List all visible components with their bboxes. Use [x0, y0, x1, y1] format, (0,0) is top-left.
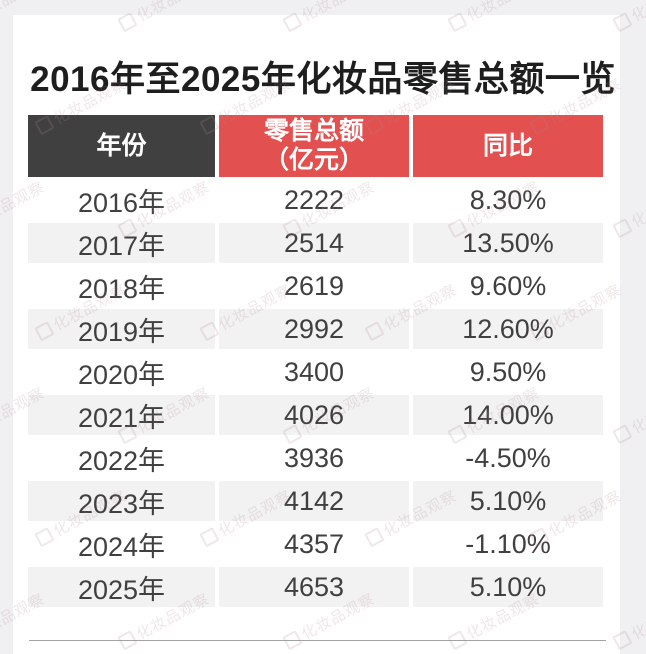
- table-cell-retail-total: 4142: [219, 481, 409, 521]
- table-cell-yoy: 5.10%: [413, 567, 603, 607]
- table-cell-year: 2020年: [28, 352, 215, 392]
- table-cell-retail-total: 4653: [219, 567, 409, 607]
- table-cell-year: 2023年: [28, 481, 215, 521]
- table-cell-year: 2022年: [28, 438, 215, 478]
- table-cell-year: 2018年: [28, 266, 215, 306]
- table-cell-yoy: 9.60%: [413, 266, 603, 306]
- table-cell-year: 2019年: [28, 309, 215, 349]
- footer-divider: [29, 640, 606, 641]
- table-cell-yoy: 12.60%: [413, 309, 603, 349]
- header-cell-retail-total: 零售总额 （亿元）: [219, 115, 409, 177]
- table-cell-yoy: 13.50%: [413, 223, 603, 263]
- table-cell-year: 2016年: [28, 180, 215, 220]
- table-cell-year: 2025年: [28, 567, 215, 607]
- header-yoy-label: 同比: [482, 131, 533, 160]
- header-cell-yoy: 同比: [413, 115, 603, 177]
- table-cell-yoy: 5.10%: [413, 481, 603, 521]
- table-cell-yoy: -4.50%: [413, 438, 603, 478]
- table-cell-year: 2017年: [28, 223, 215, 263]
- watermark-text: 化妆品观察: [628, 0, 646, 26]
- header-year-label: 年份: [96, 131, 147, 160]
- header-cell-year: 年份: [28, 115, 215, 177]
- table-cell-year: 2021年: [28, 395, 215, 435]
- table-cell-retail-total: 2514: [219, 223, 409, 263]
- table-cell-year: 2024年: [28, 524, 215, 564]
- table-cell-retail-total: 3936: [219, 438, 409, 478]
- table-cell-retail-total: 4357: [219, 524, 409, 564]
- table-cell-yoy: -1.10%: [413, 524, 603, 564]
- table-cell-retail-total: 4026: [219, 395, 409, 435]
- watermark-text: 化妆品观察: [629, 590, 646, 644]
- table-cell-yoy: 8.30%: [413, 180, 603, 220]
- header-retail-total-label-line1: 零售总额: [263, 117, 364, 145]
- table-cell-retail-total: 2992: [219, 309, 409, 349]
- table-cell-retail-total: 3400: [219, 352, 409, 392]
- watermark-text: 化妆品观察: [629, 384, 646, 438]
- page-title: 2016年至2025年化妆品零售总额一览: [30, 60, 616, 99]
- watermark-text: 化妆品观察: [629, 178, 646, 232]
- header-retail-total-label-line2: （亿元）: [263, 146, 364, 174]
- table-cell-yoy: 14.00%: [413, 395, 603, 435]
- data-table: 年份 零售总额 （亿元） 同比 2016年 2222 8.30% 2017年 2…: [28, 115, 605, 607]
- table-cell-retail-total: 2619: [219, 266, 409, 306]
- table-cell-retail-total: 2222: [219, 180, 409, 220]
- table-cell-yoy: 9.50%: [413, 352, 603, 392]
